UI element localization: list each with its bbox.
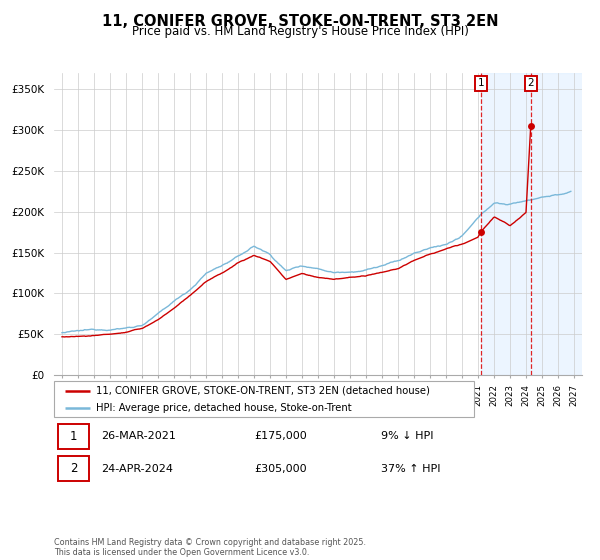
Text: £305,000: £305,000: [254, 464, 307, 474]
FancyBboxPatch shape: [58, 424, 89, 449]
Text: Contains HM Land Registry data © Crown copyright and database right 2025.
This d: Contains HM Land Registry data © Crown c…: [54, 538, 366, 557]
Bar: [481, 73, 598, 375]
Text: 2: 2: [70, 462, 77, 475]
Text: 2: 2: [527, 78, 534, 88]
Text: 1: 1: [70, 430, 77, 443]
Text: 11, CONIFER GROVE, STOKE-ON-TRENT, ST3 2EN (detached house): 11, CONIFER GROVE, STOKE-ON-TRENT, ST3 2…: [96, 386, 430, 396]
Text: 24-APR-2024: 24-APR-2024: [101, 464, 173, 474]
Text: 1: 1: [478, 78, 485, 88]
Text: £175,000: £175,000: [254, 431, 307, 441]
Text: 11, CONIFER GROVE, STOKE-ON-TRENT, ST3 2EN: 11, CONIFER GROVE, STOKE-ON-TRENT, ST3 2…: [102, 14, 498, 29]
Text: 37% ↑ HPI: 37% ↑ HPI: [382, 464, 441, 474]
Text: HPI: Average price, detached house, Stoke-on-Trent: HPI: Average price, detached house, Stok…: [96, 403, 352, 413]
Text: 26-MAR-2021: 26-MAR-2021: [101, 431, 176, 441]
Text: Price paid vs. HM Land Registry's House Price Index (HPI): Price paid vs. HM Land Registry's House …: [131, 25, 469, 38]
Text: 9% ↓ HPI: 9% ↓ HPI: [382, 431, 434, 441]
FancyBboxPatch shape: [58, 456, 89, 481]
